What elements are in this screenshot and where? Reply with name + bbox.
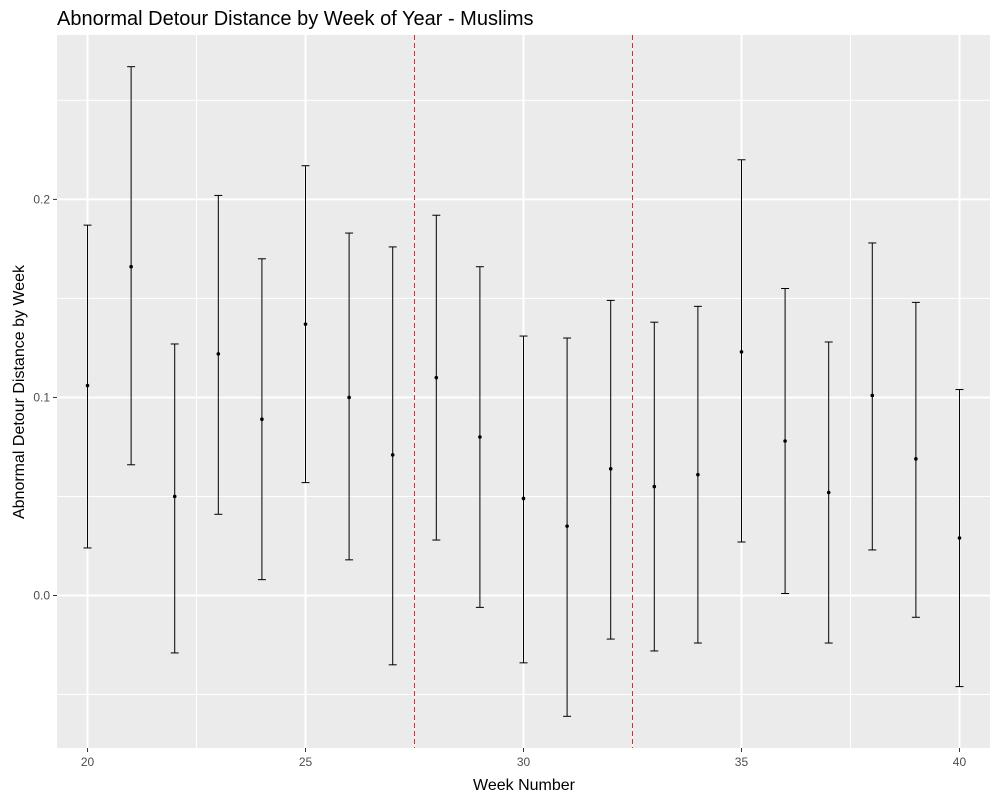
error-bar-group: [214, 194, 223, 515]
point-estimate: [85, 383, 90, 388]
point-estimate: [347, 395, 351, 400]
error-bar-group: [475, 266, 484, 608]
point-estimate: [129, 264, 133, 269]
x-tick-label: 35: [735, 755, 749, 769]
x-tick-label: 40: [953, 755, 967, 769]
error-bar-group: [432, 214, 441, 541]
error-bar-group: [388, 246, 397, 666]
point-estimate: [914, 457, 918, 461]
point-estimate: [739, 350, 744, 354]
point-estimate: [260, 417, 264, 422]
x-tick-label: 30: [517, 755, 531, 769]
point-estimate: [478, 435, 482, 439]
chart-title: Abnormal Detour Distance by Week of Year…: [57, 8, 534, 30]
error-bar-group: [824, 341, 833, 644]
error-bar-group: [345, 232, 354, 561]
error-bar-group: [737, 159, 746, 543]
error-bar-group: [868, 242, 877, 551]
point-estimate: [783, 439, 787, 443]
point-estimate: [390, 453, 395, 457]
x-tick-label: 20: [81, 755, 95, 769]
point-estimate: [565, 524, 569, 528]
y-axis-title: Abnormal Detour Distance by Week: [11, 264, 28, 519]
x-axis-title: Week Number: [473, 777, 576, 794]
point-estimate: [608, 466, 613, 471]
error-bar-group: [301, 165, 310, 484]
error-bars: [83, 66, 964, 717]
error-bar-group: [650, 321, 659, 652]
point-estimate: [521, 496, 526, 501]
point-estimate: [303, 322, 308, 326]
y-tick-label: 0.0: [33, 588, 50, 602]
error-bar-group: [693, 305, 702, 644]
point-estimate: [216, 352, 221, 356]
y-tick-label: 0.2: [33, 192, 50, 206]
point-estimate: [172, 494, 177, 499]
point-estimate: [870, 393, 875, 398]
error-bar-group: [781, 288, 790, 595]
error-bar-group: [606, 299, 615, 640]
point-estimate: [957, 536, 962, 540]
error-bar-group: [911, 301, 920, 618]
error-bar-group: [955, 389, 964, 688]
point-estimate: [696, 472, 700, 477]
y-tick-label: 0.1: [33, 390, 50, 404]
error-bar-group: [83, 224, 92, 549]
error-bar-group: [127, 66, 136, 466]
point-estimate: [652, 484, 657, 489]
error-bar-group: [257, 258, 266, 581]
error-bar-group: [563, 337, 572, 717]
reference-lines: [414, 35, 633, 748]
error-bar-group: [170, 343, 179, 654]
point-estimate: [434, 375, 439, 380]
axes: 20 25 30 35 40 0.0 0.1 0.2: [33, 192, 966, 769]
x-tick-label: 25: [299, 755, 313, 769]
point-estimate: [826, 490, 831, 495]
error-bar-group: [519, 335, 528, 664]
